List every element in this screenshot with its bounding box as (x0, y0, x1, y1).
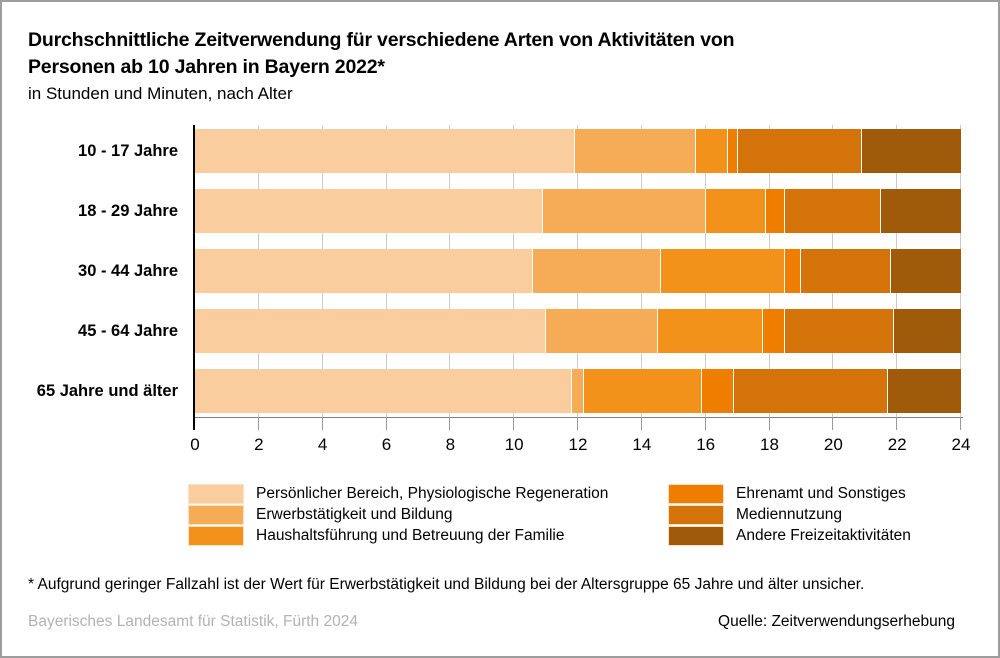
bar-segment (785, 249, 802, 293)
axis-tick (577, 417, 578, 430)
axis-tick (832, 417, 834, 430)
bar-segment (705, 189, 767, 233)
bar-segment (734, 369, 888, 413)
bar-row (195, 189, 961, 233)
axis-tick-label: 2 (254, 435, 264, 454)
axis-tick-label: 4 (317, 435, 328, 454)
axis-tick-label: 14 (632, 435, 652, 454)
bar-segment (660, 249, 786, 293)
bar-segment (696, 129, 728, 173)
category-label: 45 - 64 Jahre (78, 322, 178, 340)
page-title-line-1: Durchschnittliche Zeitverwendung für ver… (28, 29, 735, 51)
bar-segment (893, 309, 961, 353)
bar-segment (533, 249, 661, 293)
axis-tick (321, 417, 323, 430)
legend-swatch (668, 484, 724, 504)
bar-segment (881, 189, 961, 233)
x-axis-line (193, 417, 963, 418)
bar-segment (195, 189, 543, 233)
bar-segment (195, 249, 534, 293)
axis-tick (960, 417, 961, 430)
legend-item: Haushaltsführung und Betreuung der Famil… (188, 526, 608, 546)
axis-tick-label: 12 (568, 435, 588, 454)
legend-label: Haushaltsführung und Betreuung der Famil… (256, 527, 565, 544)
legend-swatch (188, 526, 244, 546)
bar-row (195, 249, 961, 293)
axis-tick-label: 0 (190, 435, 200, 454)
bar-segment (801, 249, 891, 293)
bar-segment (574, 129, 697, 173)
footer-source: Quelle: Zeitverwendungserhebung (718, 613, 955, 630)
legend-column-right: Ehrenamt und Sonstiges Mediennutzung Ander… (668, 484, 911, 547)
axis-tick-label: 18 (760, 435, 779, 454)
bar-segment (657, 309, 764, 353)
legend-label: Erwerbstätigkeit und Bildung (256, 506, 453, 523)
legend-label: Persönlicher Bereich, Physiologische Reg… (256, 485, 609, 502)
legend-swatch (188, 505, 244, 525)
category-label: 65 Jahre und älter (36, 382, 178, 400)
legend-item: Erwerbstätigkeit und Bildung (188, 505, 608, 525)
bar-segment (195, 129, 575, 173)
bar-segment (584, 369, 703, 413)
axis-tick-label: 24 (951, 435, 971, 454)
bar-row (195, 309, 961, 353)
bar-segment (766, 189, 786, 233)
bar-segment (862, 129, 961, 173)
footer-publisher: Bayerisches Landesamt für Statistik, Für… (28, 613, 358, 630)
legend-swatch (188, 484, 244, 504)
legend-item: Ehrenamt und Sonstiges (668, 484, 911, 504)
axis-tick-label: 16 (696, 435, 716, 454)
legend-item: Andere Freizeitaktivitäten (668, 526, 911, 546)
category-label: 18 - 29 Jahre (78, 202, 178, 220)
axis-tick (385, 417, 387, 430)
bar-segment (887, 369, 961, 413)
axis-tick-label: 22 (887, 435, 907, 454)
axis-tick-label: 10 (504, 435, 524, 454)
bar-segment (785, 189, 882, 233)
axis-tick (640, 417, 642, 430)
legend-label: Ehrenamt und Sonstiges (736, 485, 906, 502)
page-subtitle: in Stunden und Minuten, nach Alter (28, 84, 293, 103)
bar-segment (195, 369, 572, 413)
axis-tick (513, 417, 515, 430)
axis-tick (896, 417, 898, 430)
legend-label: Mediennutzung (736, 506, 842, 523)
axis-tick (449, 417, 451, 430)
axis-tick (257, 417, 259, 430)
bar-segment (546, 309, 658, 353)
bar-segment (737, 129, 863, 173)
bar-segment (542, 189, 706, 233)
bar-segment (890, 249, 961, 293)
bar-segment (763, 309, 786, 353)
axis-tick-label: 8 (445, 435, 456, 454)
bar-row (195, 129, 961, 173)
bar-segment (571, 369, 585, 413)
axis-tick (704, 417, 706, 430)
category-label: 10 - 17 Jahre (78, 142, 178, 160)
footnote: * Aufgrund geringer Fallzahl ist der Wer… (28, 576, 865, 593)
legend-item: Mediennutzung (668, 505, 911, 525)
category-label: 30 - 44 Jahre (78, 262, 178, 280)
y-axis-line (193, 125, 195, 430)
page-title-line-2: Personen ab 10 Jahren in Bayern 2022* (28, 56, 385, 78)
title-block: Durchschnittliche Zeitverwendung für ver… (28, 27, 972, 106)
axis-tick-label: 6 (381, 435, 392, 454)
bar-segment (785, 309, 894, 353)
bar-segment (728, 129, 738, 173)
bar-row (195, 369, 961, 413)
legend-label: Andere Freizeitaktivitäten (736, 527, 911, 544)
legend-column-left: Persönlicher Bereich, Physiologische Reg… (188, 484, 608, 547)
legend-swatch (668, 505, 724, 525)
plot-area: 0 2 4 6 8 10 12 14 16 18 20 22 24 (190, 125, 970, 454)
axis-tick (768, 417, 770, 430)
bar-segment (702, 369, 735, 413)
legend-item: Persönlicher Bereich, Physiologische Reg… (188, 484, 608, 504)
axis-tick-label: 20 (823, 435, 843, 454)
legend-swatch (668, 526, 724, 546)
bar-segment (195, 309, 547, 353)
